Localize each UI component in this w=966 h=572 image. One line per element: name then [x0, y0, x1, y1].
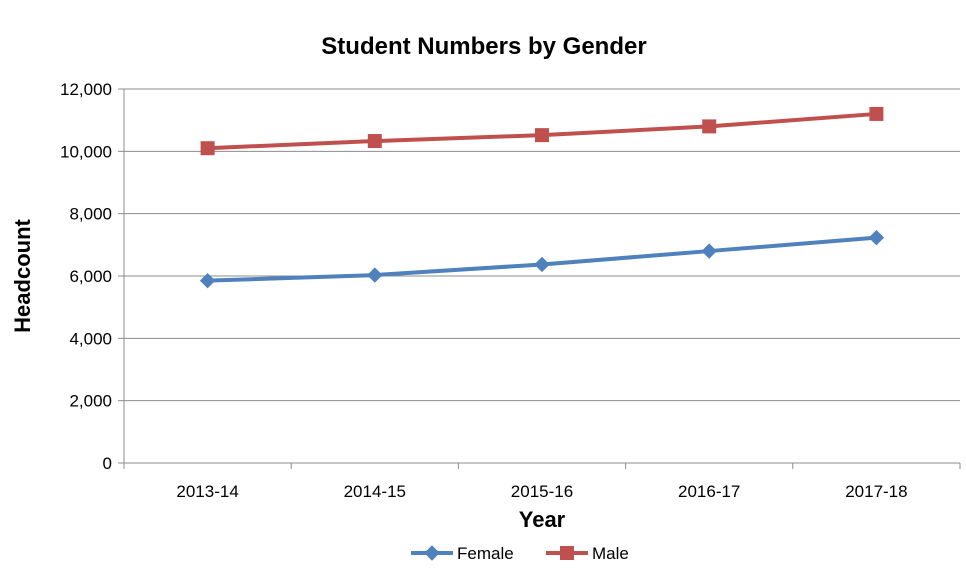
legend: Female Male: [411, 544, 629, 563]
legend-label-male: Male: [592, 544, 629, 563]
series-male: [200, 106, 884, 156]
x-tick-label: 2013-14: [176, 482, 238, 501]
y-axis-title: Headcount: [10, 218, 35, 332]
data-point-male: [869, 106, 884, 121]
x-tick-label: 2014-15: [344, 482, 406, 501]
x-tick-label: 2017-18: [845, 482, 907, 501]
y-tick-label: 6,000: [69, 267, 112, 286]
data-point-male: [535, 128, 549, 143]
x-axis-ticks: 2013-14 2014-15 2015-16 2016-17 2017-18: [123, 463, 961, 501]
data-point-male: [367, 134, 382, 149]
legend-item-female: Female: [411, 544, 514, 563]
series-female: [199, 229, 885, 289]
legend-item-male: Male: [546, 544, 629, 563]
gridlines: [124, 88, 960, 402]
data-point-female: [534, 256, 550, 273]
y-tick-label: 12,000: [60, 80, 112, 99]
legend-marker-male: [560, 546, 574, 560]
legend-marker-female: [424, 545, 440, 561]
y-tick-label: 8,000: [69, 205, 112, 224]
y-tick-label: 10,000: [60, 142, 112, 161]
x-axis-title: Year: [519, 507, 566, 532]
y-tick-label: 4,000: [69, 329, 112, 348]
data-point-male: [702, 119, 717, 134]
data-point-female: [868, 229, 885, 246]
series-layer: [199, 106, 885, 289]
data-point-female: [367, 267, 383, 283]
y-tick-label: 0: [103, 454, 112, 473]
x-tick-label: 2016-17: [678, 482, 740, 501]
chart-title: Student Numbers by Gender: [321, 33, 646, 60]
x-tick-label: 2015-16: [511, 482, 573, 501]
data-point-female: [199, 272, 216, 289]
y-axis-ticks: 0 2,000 4,000 6,000 8,000 10,000 12,000: [60, 80, 124, 473]
y-tick-label: 2,000: [69, 392, 112, 411]
data-point-male: [200, 141, 215, 156]
legend-label-female: Female: [457, 544, 514, 563]
data-point-female: [701, 243, 717, 259]
